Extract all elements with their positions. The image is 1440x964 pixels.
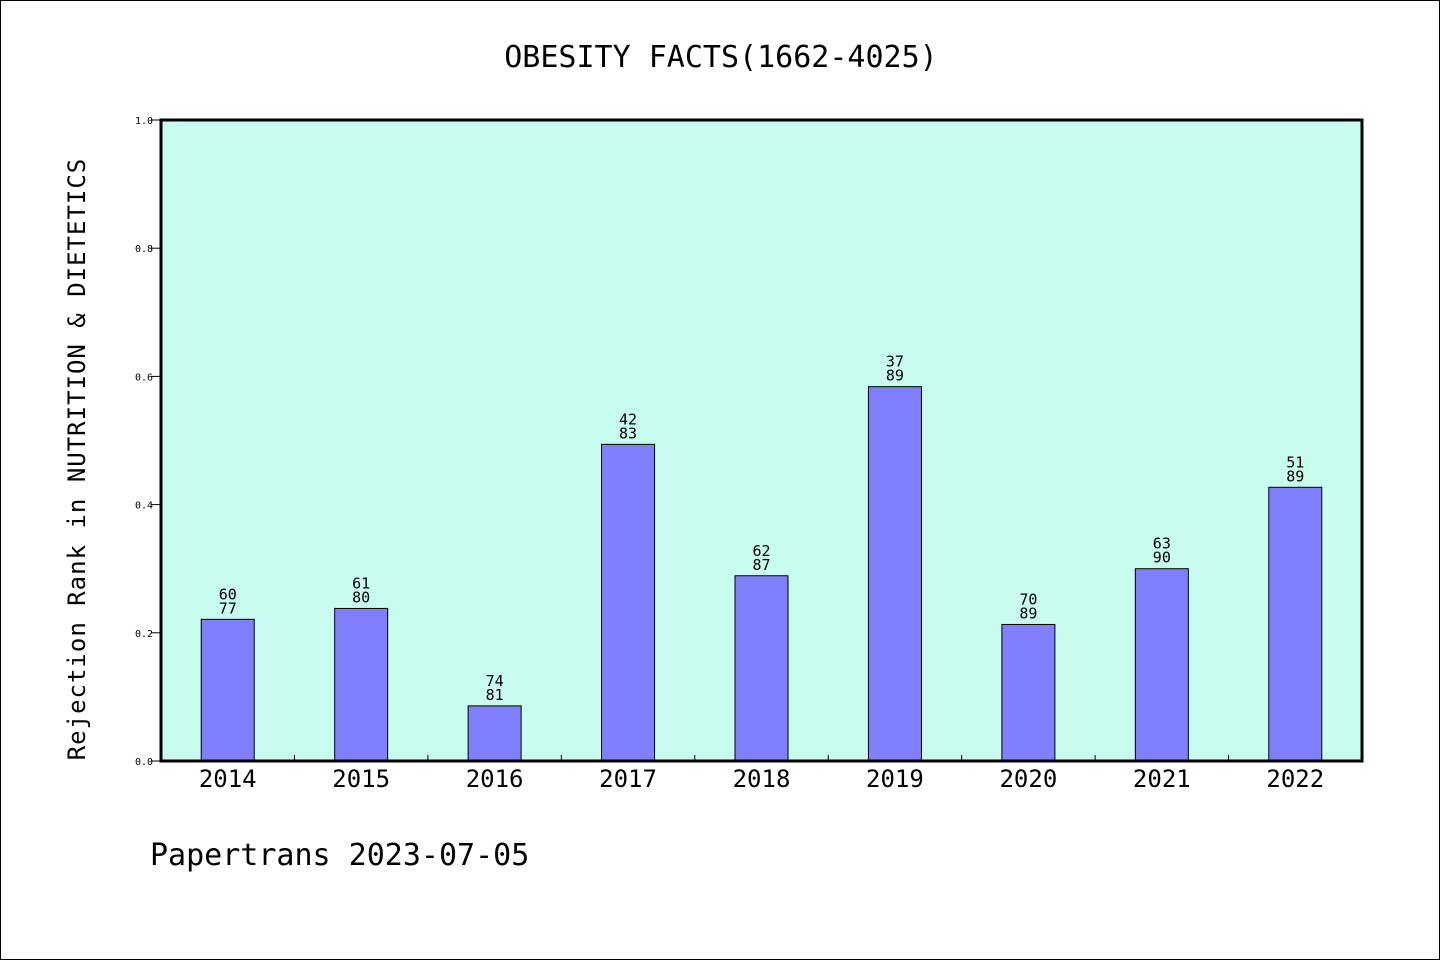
x-tick-label-2017: 2017 — [599, 765, 657, 793]
x-tick-label-2021: 2021 — [1133, 765, 1191, 793]
x-tick-label-2022: 2022 — [1266, 765, 1324, 793]
data-label-top-2015: 61 — [352, 574, 370, 592]
data-label-top-2018: 62 — [752, 542, 770, 560]
x-tick-label-2016: 2016 — [466, 765, 524, 793]
data-label-bottom-2020: 89 — [1019, 604, 1037, 622]
data-label-top-2014: 60 — [219, 585, 237, 603]
axis-ticks: 2014 2015 2016 2017 2018 2019 2020 2021 2022 0.0 0… — [135, 116, 1324, 793]
bar-2018 — [734, 575, 789, 762]
data-label-bottom-2021: 90 — [1153, 549, 1171, 567]
data-label-bottom-2014: 77 — [219, 599, 237, 617]
plot-border — [159, 118, 1364, 763]
y-tick-label: 0.6 — [135, 372, 153, 383]
data-label-bottom-2019: 89 — [886, 367, 904, 385]
data-label-bottom-2016: 81 — [486, 686, 504, 704]
y-axis-label: Rejection Rank in NUTRITION & DIETETICS — [63, 158, 91, 761]
bar-2021 — [1134, 568, 1189, 762]
y-tick-label: 1.0 — [135, 116, 153, 127]
x-tick-label-2015: 2015 — [332, 765, 390, 793]
data-label-bottom-2022: 89 — [1286, 467, 1304, 485]
data-label-top-2021: 63 — [1153, 535, 1171, 553]
y-tick-label: 0.2 — [135, 629, 153, 640]
x-tick-label-2020: 2020 — [999, 765, 1057, 793]
data-label-bottom-2018: 87 — [752, 556, 770, 574]
x-tick-label-2019: 2019 — [866, 765, 924, 793]
footer-text: Papertrans 2023-07-05 — [150, 838, 529, 873]
bar-2019 — [867, 386, 922, 762]
data-label-top-2016: 74 — [486, 672, 504, 690]
bar-2015 — [334, 607, 389, 762]
data-label-bottom-2017: 83 — [619, 424, 637, 442]
y-tick-label: 0.8 — [135, 244, 153, 255]
chart-title: OBESITY FACTS(1662-4025) — [504, 40, 937, 75]
bar-2016 — [467, 705, 522, 762]
data-label-bottom-2015: 80 — [352, 588, 370, 606]
bar-2017 — [601, 443, 656, 762]
data-label-top-2020: 70 — [1019, 590, 1037, 608]
data-label-top-2019: 37 — [886, 353, 904, 371]
data-label-top-2017: 42 — [619, 410, 637, 428]
x-tick-label-2018: 2018 — [733, 765, 791, 793]
data-label-top-2022: 51 — [1286, 453, 1304, 471]
y-tick-label: 0.0 — [135, 757, 153, 768]
bar-2020 — [1001, 623, 1056, 762]
bar-2022 — [1268, 486, 1323, 762]
y-tick-label: 0.4 — [135, 501, 153, 512]
bar-2014 — [200, 618, 255, 762]
x-tick-label-2014: 2014 — [199, 765, 257, 793]
